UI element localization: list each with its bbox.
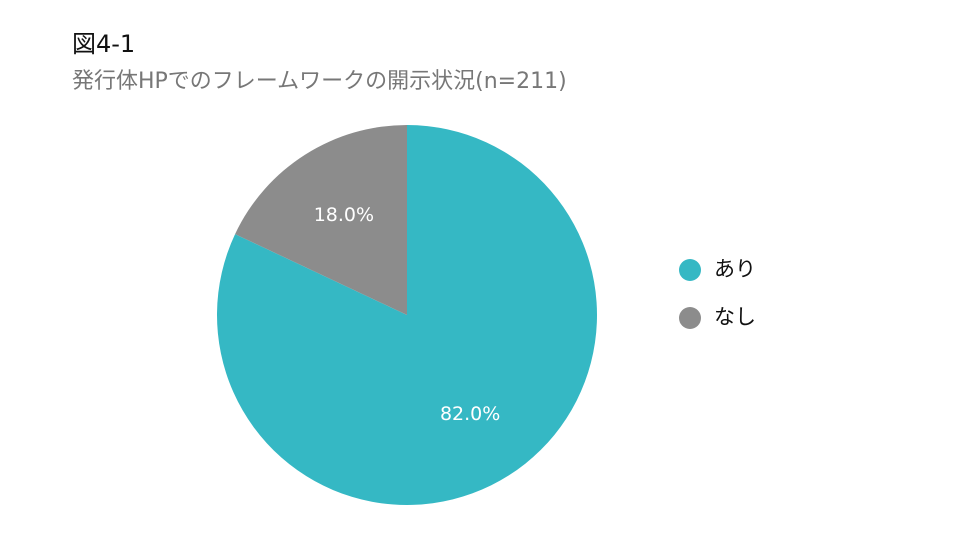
chart-title: 図4-1: [72, 30, 135, 58]
legend-marker: [679, 259, 701, 281]
legend-label: あり: [714, 257, 756, 281]
legend-label: なし: [714, 305, 756, 329]
chart-subtitle: 発行体HPでのフレームワークの開示状況(n=211): [72, 69, 567, 94]
pie-slice: [235, 125, 407, 315]
data-label: 18.0%: [314, 204, 374, 226]
data-label: 82.0%: [440, 403, 500, 425]
legend-marker: [679, 307, 701, 329]
